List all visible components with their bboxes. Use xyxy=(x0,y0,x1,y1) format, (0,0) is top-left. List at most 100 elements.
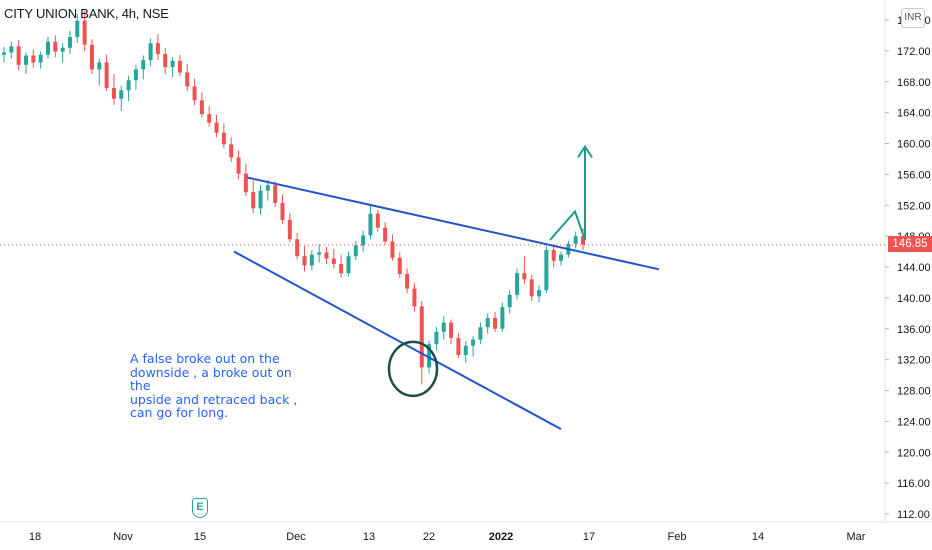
candle-body xyxy=(500,307,505,329)
candle-body xyxy=(529,279,534,297)
candle-body xyxy=(551,250,556,261)
candle-body xyxy=(581,236,585,245)
candle-body xyxy=(397,257,402,274)
candle-body xyxy=(104,62,109,88)
candle-body xyxy=(2,52,6,55)
y-tick-label: 152.00 xyxy=(897,200,931,212)
candle-body xyxy=(463,345,468,355)
candle-body xyxy=(331,258,336,264)
candle-body xyxy=(9,46,14,53)
candle-body xyxy=(309,254,314,266)
candle-body xyxy=(324,252,329,259)
candle-body xyxy=(170,60,175,68)
candle-body xyxy=(221,132,226,145)
candle-body xyxy=(67,36,72,48)
candlestick-series xyxy=(2,10,585,385)
x-tick-label: Feb xyxy=(668,531,687,543)
candle-body xyxy=(199,100,204,115)
candle-body xyxy=(412,288,417,307)
candle-body xyxy=(361,235,366,246)
candle-body xyxy=(485,317,490,328)
candle-body xyxy=(16,46,21,65)
candle-body xyxy=(82,20,87,45)
candle-body xyxy=(419,306,424,368)
x-tick-label: Dec xyxy=(286,531,306,543)
y-tick-label: 168.00 xyxy=(897,77,931,89)
candle-body xyxy=(287,219,292,240)
candle-body xyxy=(375,213,380,228)
candle-body xyxy=(441,322,446,332)
candle-body xyxy=(273,185,278,203)
candle-body xyxy=(434,331,439,345)
x-tick-label: 2022 xyxy=(489,531,513,543)
y-tick-label: 112.00 xyxy=(897,509,930,521)
earnings-event-icon[interactable]: E xyxy=(192,498,208,518)
y-tick-label: 160.00 xyxy=(897,139,931,151)
candle-body xyxy=(155,43,160,54)
candle-body xyxy=(53,41,58,52)
x-tick-label: 13 xyxy=(363,531,375,543)
candle-body xyxy=(295,239,300,257)
candle-body xyxy=(456,338,461,355)
time-axis: 18 Nov 15 Dec 13 22 2022 17 Feb 14 Mar xyxy=(29,531,866,543)
candle-body xyxy=(573,236,578,244)
candle-body xyxy=(317,252,322,255)
candle-body xyxy=(265,185,270,191)
candle-body xyxy=(45,41,50,55)
candle-body xyxy=(229,144,234,158)
x-tick-label: Nov xyxy=(113,531,133,543)
y-tick-label: 156.00 xyxy=(897,169,931,181)
candle-body xyxy=(544,250,549,291)
candle-body xyxy=(493,317,498,329)
candle-body xyxy=(141,60,146,70)
candle-body xyxy=(515,273,520,295)
candle-body xyxy=(537,290,542,297)
candle-body xyxy=(31,55,36,63)
candle-body xyxy=(38,54,43,63)
currency-button[interactable]: INR xyxy=(901,8,925,28)
candle-body xyxy=(507,294,512,308)
candle-body xyxy=(258,190,263,209)
candle-body xyxy=(383,227,388,242)
x-tick-label: Mar xyxy=(847,531,866,543)
x-tick-label: 18 xyxy=(29,531,41,543)
chart-grid xyxy=(0,0,932,523)
candle-body xyxy=(23,55,28,65)
y-tick-label: 132.00 xyxy=(897,355,931,367)
candle-body xyxy=(280,202,285,220)
candle-body xyxy=(148,43,153,61)
candle-body xyxy=(522,273,527,280)
candle-body xyxy=(133,69,138,81)
candle-body xyxy=(478,327,483,340)
candle-body xyxy=(163,53,168,68)
y-tick-label: 120.00 xyxy=(897,447,931,459)
candle-body xyxy=(251,192,256,209)
x-tick-label: 14 xyxy=(752,531,764,543)
candle-body xyxy=(559,254,564,261)
candle-body xyxy=(471,339,476,346)
last-price-label: 146.85 xyxy=(888,236,932,252)
candle-body xyxy=(243,173,248,193)
annotation-text[interactable]: A false broke out on the downside , a br… xyxy=(130,351,298,420)
highlight-circle xyxy=(387,340,439,398)
y-tick-label: 136.00 xyxy=(897,324,931,336)
candle-body xyxy=(214,122,219,133)
candle-body xyxy=(353,245,358,257)
y-tick-label: 124.00 xyxy=(897,416,931,428)
chart-drawings xyxy=(0,144,885,430)
lower-trendline xyxy=(233,250,562,430)
candle-body xyxy=(302,256,307,266)
y-tick-label: 140.00 xyxy=(897,293,931,305)
candle-body xyxy=(75,20,80,37)
candle-body xyxy=(97,62,102,70)
candle-body xyxy=(126,80,131,91)
candle-body xyxy=(177,60,182,73)
breakout-wedge xyxy=(549,209,586,241)
candle-body xyxy=(192,86,197,101)
price-axis: 176.00172.00168.00164.00160.00156.00152.… xyxy=(885,15,931,521)
candle-body xyxy=(405,273,410,289)
y-tick-label: 144.00 xyxy=(897,262,931,274)
y-tick-label: 116.00 xyxy=(897,478,930,490)
candle-body xyxy=(185,72,190,87)
